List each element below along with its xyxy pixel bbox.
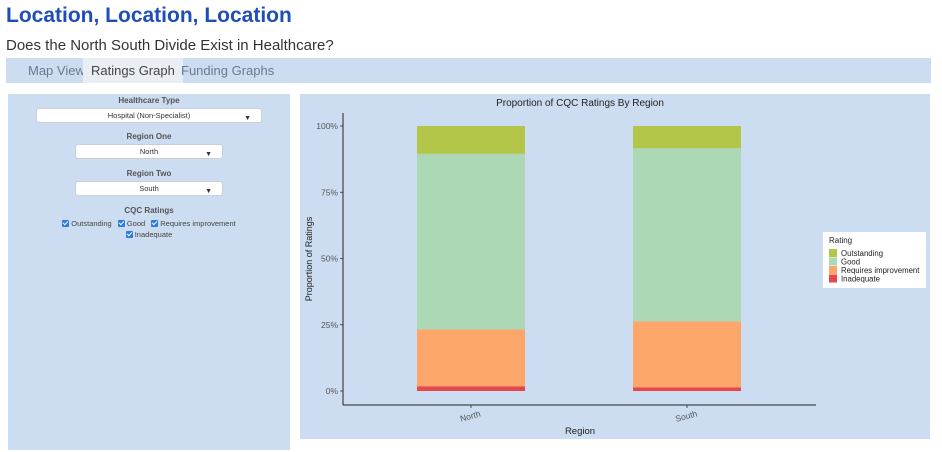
bar-segment — [633, 387, 741, 391]
checkbox-checked-icon — [151, 220, 159, 227]
bar-segment — [417, 153, 525, 330]
checkbox-checked-icon — [62, 220, 70, 227]
checkbox-good[interactable]: Good — [117, 219, 145, 228]
legend-swatch — [829, 266, 837, 274]
checkbox-checked-icon — [125, 231, 133, 238]
y-axis-label: Proportion of Ratings — [304, 216, 314, 301]
checkbox-requires-improvement[interactable]: Requires improvement — [151, 219, 236, 228]
bar-segment — [417, 329, 525, 387]
healthcare-type-select[interactable]: Hospital (Non-Specialist) ▼ — [36, 108, 262, 123]
region-two-value: South — [139, 184, 159, 193]
y-tick-label: 50% — [321, 254, 338, 264]
chart-title: Proportion of CQC Ratings By Region — [496, 98, 664, 109]
tab-ratings-graph[interactable]: Ratings Graph — [83, 58, 183, 83]
checkbox-checked-icon — [117, 220, 125, 227]
ratings-checkbox-row-2: Inadequate — [8, 230, 290, 239]
checkbox-inadequate[interactable]: Inadequate — [125, 230, 172, 239]
checkbox-outstanding[interactable]: Outstanding — [62, 219, 112, 228]
chevron-down-icon: ▼ — [205, 188, 212, 195]
cqc-ratings-label: CQC Ratings — [124, 206, 174, 215]
ratings-chart: Proportion of CQC Ratings By Region 0% 25%… — [304, 98, 926, 437]
legend-label: Outstanding — [841, 249, 883, 258]
bar-segment — [417, 386, 525, 391]
y-tick-label: 100% — [316, 121, 338, 131]
x-tick-label: South — [674, 408, 698, 423]
chevron-down-icon: ▼ — [205, 151, 212, 158]
region-two-select[interactable]: South ▼ — [75, 181, 223, 196]
legend-title: Rating — [829, 236, 852, 245]
healthcare-type-label: Healthcare Type — [118, 96, 180, 105]
ratings-checkbox-row: Outstanding Good Requires improvement — [8, 219, 290, 228]
region-one-select[interactable]: North ▼ — [75, 144, 223, 159]
x-tick-label: North — [459, 409, 482, 424]
legend-box — [823, 232, 926, 288]
bar-segment — [633, 148, 741, 322]
bar-segment — [417, 126, 525, 154]
tab-funding-graphs[interactable]: Funding Graphs — [181, 63, 275, 78]
region-two-label: Region Two — [126, 169, 172, 178]
legend-label: Good — [841, 258, 860, 267]
page-title: Location, Location, Location — [6, 4, 292, 27]
region-one-value: North — [139, 147, 159, 156]
y-tick-label: 0% — [326, 386, 339, 396]
legend-label: Requires improvement — [841, 266, 920, 275]
bar-segment — [633, 321, 741, 388]
tab-bar: Map View Ratings Graph Funding Graphs — [6, 58, 931, 83]
chevron-down-icon: ▼ — [244, 115, 251, 122]
y-tick-label: 75% — [321, 187, 338, 197]
legend-swatch — [829, 274, 837, 283]
sidebar-panel: Healthcare Type Hospital (Non-Specialist… — [8, 94, 290, 450]
x-axis-label: Region — [565, 426, 595, 437]
healthcare-type-value: Hospital (Non-Specialist) — [107, 111, 191, 120]
legend-swatch — [829, 257, 837, 266]
y-tick-label: 25% — [321, 320, 338, 330]
bar-segment — [633, 126, 741, 149]
legend-label: Inadequate — [841, 275, 880, 284]
legend-swatch — [829, 249, 837, 257]
tab-map-view[interactable]: Map View — [28, 63, 85, 78]
region-one-label: Region One — [126, 132, 172, 141]
page-subtitle: Does the North South Divide Exist in Hea… — [6, 37, 334, 54]
chart-panel: Proportion of CQC Ratings By Region 0% 25%… — [300, 94, 930, 439]
